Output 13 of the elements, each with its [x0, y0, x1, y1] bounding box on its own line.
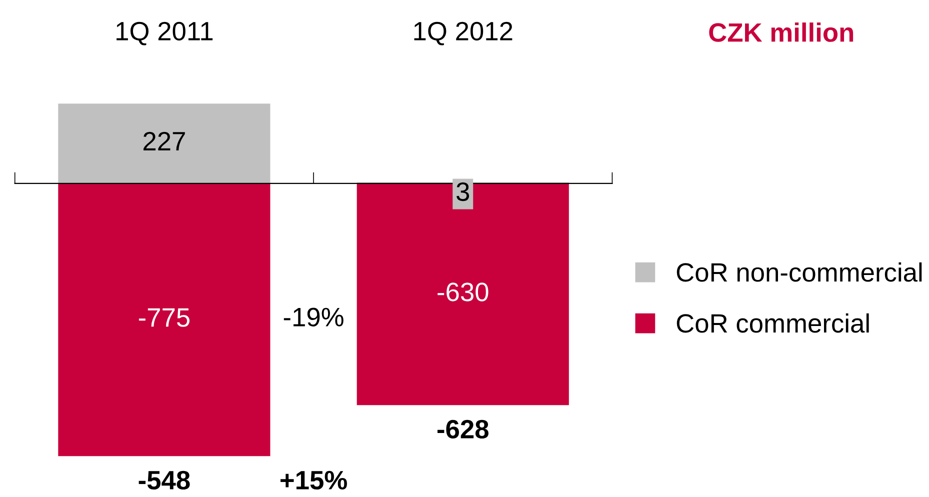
data-label: -630 [438, 282, 488, 302]
x-tick-label: 1Q 2011 [116, 22, 213, 46]
total-label: -548 [138, 470, 190, 490]
legend-label: CoR non-commercial [676, 262, 922, 282]
data-label: -775 [138, 308, 190, 327]
text: +15% [280, 470, 347, 490]
x-tick-label: 1Q 2012 [414, 22, 512, 46]
annotation: -19% [284, 308, 344, 326]
text: CZK million [709, 22, 854, 42]
data-label: 3 [456, 182, 470, 202]
data-label: 227 [144, 132, 185, 150]
legend-label: CoR commercial [676, 313, 869, 333]
total-label: -628 [438, 420, 488, 439]
